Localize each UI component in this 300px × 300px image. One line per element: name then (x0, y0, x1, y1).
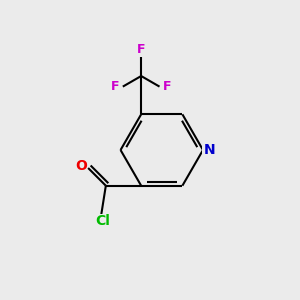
Text: N: N (204, 143, 215, 157)
Text: F: F (137, 43, 146, 56)
Text: O: O (75, 159, 87, 172)
Text: Cl: Cl (95, 214, 110, 228)
Text: F: F (163, 80, 171, 93)
Text: F: F (111, 80, 120, 93)
